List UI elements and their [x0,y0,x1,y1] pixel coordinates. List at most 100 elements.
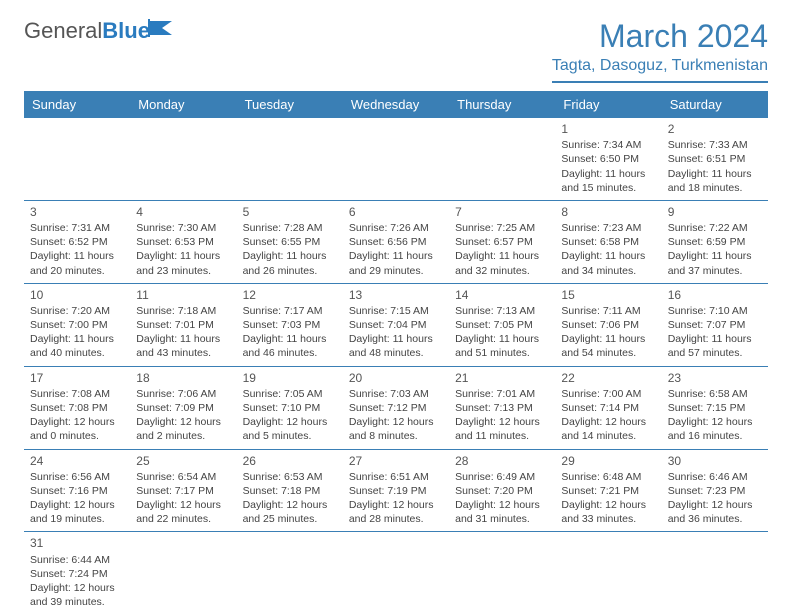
calendar-empty [449,118,555,200]
sunset-line: Sunset: 7:16 PM [30,484,124,498]
calendar-day: 25Sunrise: 6:54 AMSunset: 7:17 PMDayligh… [130,449,236,532]
calendar-day: 29Sunrise: 6:48 AMSunset: 7:21 PMDayligh… [555,449,661,532]
calendar-week: 1Sunrise: 7:34 AMSunset: 6:50 PMDaylight… [24,118,768,200]
sunrise-line: Sunrise: 6:48 AM [561,470,655,484]
sunset-line: Sunset: 6:50 PM [561,152,655,166]
calendar-empty [449,532,555,614]
sunrise-line: Sunrise: 6:56 AM [30,470,124,484]
sunrise-line: Sunrise: 7:33 AM [668,138,762,152]
calendar-day: 22Sunrise: 7:00 AMSunset: 7:14 PMDayligh… [555,366,661,449]
calendar-table: SundayMondayTuesdayWednesdayThursdayFrid… [24,91,768,614]
daylight-line: Daylight: 11 hours and 26 minutes. [243,249,337,277]
calendar-day: 9Sunrise: 7:22 AMSunset: 6:59 PMDaylight… [662,200,768,283]
daylight-line: Daylight: 11 hours and 37 minutes. [668,249,762,277]
calendar-day: 20Sunrise: 7:03 AMSunset: 7:12 PMDayligh… [343,366,449,449]
sunrise-line: Sunrise: 7:03 AM [349,387,443,401]
daylight-line: Daylight: 11 hours and 54 minutes. [561,332,655,360]
calendar-empty [237,532,343,614]
title-block: March 2024 Tagta, Dasoguz, Turkmenistan [552,18,768,83]
calendar-day: 28Sunrise: 6:49 AMSunset: 7:20 PMDayligh… [449,449,555,532]
logo-word-1: General [24,18,102,43]
sunset-line: Sunset: 7:09 PM [136,401,230,415]
sunset-line: Sunset: 6:59 PM [668,235,762,249]
weekday-header: Sunday [24,91,130,118]
sunset-line: Sunset: 6:55 PM [243,235,337,249]
logo-text: GeneralBlue [24,18,150,44]
sunrise-line: Sunrise: 7:01 AM [455,387,549,401]
sunset-line: Sunset: 7:21 PM [561,484,655,498]
daylight-line: Daylight: 11 hours and 29 minutes. [349,249,443,277]
calendar-day: 30Sunrise: 6:46 AMSunset: 7:23 PMDayligh… [662,449,768,532]
sunset-line: Sunset: 7:07 PM [668,318,762,332]
sunrise-line: Sunrise: 7:10 AM [668,304,762,318]
calendar-day: 7Sunrise: 7:25 AMSunset: 6:57 PMDaylight… [449,200,555,283]
calendar-head: SundayMondayTuesdayWednesdayThursdayFrid… [24,91,768,118]
sunset-line: Sunset: 7:14 PM [561,401,655,415]
daylight-line: Daylight: 12 hours and 31 minutes. [455,498,549,526]
daylight-line: Daylight: 11 hours and 23 minutes. [136,249,230,277]
daylight-line: Daylight: 11 hours and 57 minutes. [668,332,762,360]
day-number: 8 [561,204,655,220]
calendar-day: 4Sunrise: 7:30 AMSunset: 6:53 PMDaylight… [130,200,236,283]
sunrise-line: Sunrise: 7:17 AM [243,304,337,318]
sunrise-line: Sunrise: 7:05 AM [243,387,337,401]
daylight-line: Daylight: 11 hours and 20 minutes. [30,249,124,277]
daylight-line: Daylight: 11 hours and 34 minutes. [561,249,655,277]
sunset-line: Sunset: 6:58 PM [561,235,655,249]
weekday-header: Thursday [449,91,555,118]
weekday-header: Monday [130,91,236,118]
calendar-day: 23Sunrise: 6:58 AMSunset: 7:15 PMDayligh… [662,366,768,449]
weekday-row: SundayMondayTuesdayWednesdayThursdayFrid… [24,91,768,118]
day-number: 18 [136,370,230,386]
daylight-line: Daylight: 11 hours and 48 minutes. [349,332,443,360]
sunrise-line: Sunrise: 7:23 AM [561,221,655,235]
sunset-line: Sunset: 7:19 PM [349,484,443,498]
calendar-week: 24Sunrise: 6:56 AMSunset: 7:16 PMDayligh… [24,449,768,532]
sunset-line: Sunset: 7:15 PM [668,401,762,415]
daylight-line: Daylight: 12 hours and 5 minutes. [243,415,337,443]
sunrise-line: Sunrise: 7:31 AM [30,221,124,235]
logo-word-2: Blue [102,18,150,43]
day-number: 7 [455,204,549,220]
sunset-line: Sunset: 7:18 PM [243,484,337,498]
day-number: 11 [136,287,230,303]
day-number: 20 [349,370,443,386]
sunset-line: Sunset: 7:24 PM [30,567,124,581]
daylight-line: Daylight: 11 hours and 43 minutes. [136,332,230,360]
day-number: 14 [455,287,549,303]
calendar-day: 18Sunrise: 7:06 AMSunset: 7:09 PMDayligh… [130,366,236,449]
daylight-line: Daylight: 11 hours and 51 minutes. [455,332,549,360]
sunrise-line: Sunrise: 7:25 AM [455,221,549,235]
calendar-day: 5Sunrise: 7:28 AMSunset: 6:55 PMDaylight… [237,200,343,283]
calendar-week: 31Sunrise: 6:44 AMSunset: 7:24 PMDayligh… [24,532,768,614]
flag-icon [148,19,176,37]
day-number: 4 [136,204,230,220]
calendar-day: 13Sunrise: 7:15 AMSunset: 7:04 PMDayligh… [343,283,449,366]
calendar-week: 3Sunrise: 7:31 AMSunset: 6:52 PMDaylight… [24,200,768,283]
calendar-week: 10Sunrise: 7:20 AMSunset: 7:00 PMDayligh… [24,283,768,366]
calendar-day: 10Sunrise: 7:20 AMSunset: 7:00 PMDayligh… [24,283,130,366]
calendar-empty [343,532,449,614]
calendar-day: 21Sunrise: 7:01 AMSunset: 7:13 PMDayligh… [449,366,555,449]
day-number: 2 [668,121,762,137]
calendar-day: 2Sunrise: 7:33 AMSunset: 6:51 PMDaylight… [662,118,768,200]
calendar-day: 3Sunrise: 7:31 AMSunset: 6:52 PMDaylight… [24,200,130,283]
sunset-line: Sunset: 6:53 PM [136,235,230,249]
calendar-day: 26Sunrise: 6:53 AMSunset: 7:18 PMDayligh… [237,449,343,532]
sunset-line: Sunset: 7:00 PM [30,318,124,332]
sunset-line: Sunset: 6:52 PM [30,235,124,249]
calendar-empty [237,118,343,200]
sunrise-line: Sunrise: 6:51 AM [349,470,443,484]
day-number: 1 [561,121,655,137]
sunrise-line: Sunrise: 7:08 AM [30,387,124,401]
daylight-line: Daylight: 12 hours and 33 minutes. [561,498,655,526]
sunset-line: Sunset: 7:06 PM [561,318,655,332]
day-number: 25 [136,453,230,469]
calendar-empty [130,532,236,614]
weekday-header: Friday [555,91,661,118]
sunrise-line: Sunrise: 7:00 AM [561,387,655,401]
sunset-line: Sunset: 7:08 PM [30,401,124,415]
sunrise-line: Sunrise: 6:49 AM [455,470,549,484]
sunset-line: Sunset: 7:01 PM [136,318,230,332]
sunrise-line: Sunrise: 7:13 AM [455,304,549,318]
